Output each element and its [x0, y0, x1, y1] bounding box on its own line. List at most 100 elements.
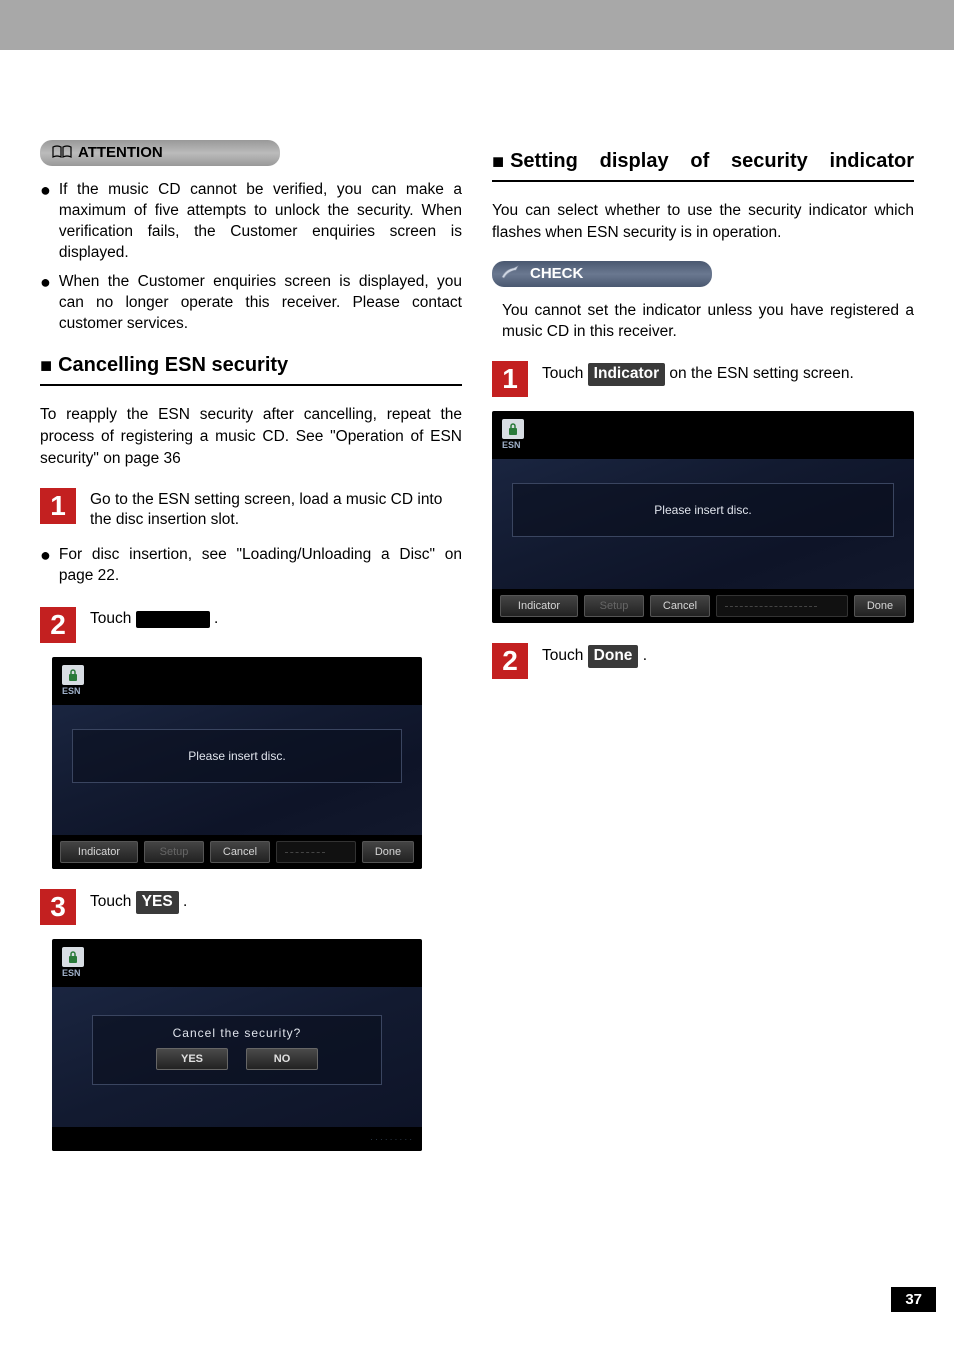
cancel-button[interactable]: Cancel [210, 841, 270, 863]
esn-icon-box: ESN [62, 947, 84, 978]
step-number-badge: 3 [40, 889, 76, 925]
check-text: You cannot set the indicator unless you … [492, 301, 914, 343]
section-title: Setting display of security indicator [510, 150, 914, 173]
check-tab: CHECK [492, 261, 712, 287]
screenshot-body: Cancel the security? YES NO [52, 987, 422, 1127]
step-text: Touch Done . [542, 643, 914, 668]
setup-button[interactable]: Setup [144, 841, 204, 863]
setup-button[interactable]: Setup [584, 595, 644, 617]
section-heading: ■ Setting display of security indicator [492, 150, 914, 182]
esn-screenshot-insert-disc: ESN Please insert disc. Indicator Setup … [492, 411, 914, 623]
step-text-prefix: Touch [542, 365, 588, 382]
square-bullet-icon: ■ [492, 150, 504, 174]
yes-button-chip: YES [136, 891, 179, 914]
attention-bullet-list: ● If the music CD cannot be verified, yo… [40, 180, 462, 334]
step-text-suffix: . [638, 647, 647, 664]
left-column: ATTENTION ● If the music CD cannot be ve… [40, 140, 462, 1171]
lock-icon [62, 947, 84, 967]
check-callout: CHECK [492, 261, 914, 287]
list-item: ● For disc insertion, see "Loading/Unloa… [40, 545, 462, 587]
bullet-dot-icon: ● [40, 272, 51, 335]
esn-screenshot-cancel-security: ESN Cancel the security? YES NO · · · · … [52, 939, 422, 1151]
attention-label: ATTENTION [78, 144, 163, 161]
dialog-box: Please insert disc. [72, 729, 402, 783]
esn-screenshot-insert-disc: ESN Please insert disc. Indicator Setup … [52, 657, 422, 869]
step1-note-list: ● For disc insertion, see "Loading/Unloa… [40, 545, 462, 587]
no-button[interactable]: NO [246, 1048, 318, 1070]
screenshot-header: ESN [492, 411, 914, 455]
dialog-text: Please insert disc. [654, 503, 751, 517]
step-2: 2 Touch Done . [492, 643, 914, 679]
indicator-button[interactable]: Indicator [500, 595, 578, 617]
attention-callout: ATTENTION [40, 140, 462, 166]
yes-button[interactable]: YES [156, 1048, 228, 1070]
bullet-text: If the music CD cannot be verified, you … [59, 180, 462, 264]
dialog-box: Please insert disc. [512, 483, 894, 537]
step-number-badge: 1 [40, 488, 76, 524]
dialog-title: Cancel the security? [93, 1026, 381, 1040]
step-2: 2 Touch . [40, 607, 462, 643]
done-button[interactable]: Done [362, 841, 414, 863]
check-label: CHECK [530, 265, 583, 282]
screenshot-footer: · · · · · · · · · [52, 1127, 422, 1151]
step-3: 3 Touch YES . [40, 889, 462, 925]
section-title-text: Setting display of security indicator [510, 150, 914, 172]
section-heading: ■ Cancelling ESN security [40, 354, 462, 386]
step-text: Go to the ESN setting screen, load a mus… [90, 488, 462, 532]
step-text: Touch . [90, 607, 462, 630]
screenshot-body: Please insert disc. [52, 705, 422, 835]
lock-icon [502, 419, 524, 439]
bullet-dot-icon: ● [40, 545, 51, 587]
step-text: Touch YES . [90, 889, 462, 914]
esn-label: ESN [62, 968, 84, 978]
screenshot-footer: Indicator Setup Cancel Done [52, 835, 422, 869]
indicator-button-chip: Indicator [588, 363, 665, 386]
step-text-suffix: . [179, 893, 188, 910]
redacted-button-chip [136, 611, 210, 628]
yes-no-row: YES NO [93, 1048, 381, 1070]
bullet-dot-icon: ● [40, 180, 51, 264]
list-item: ● When the Customer enquiries screen is … [40, 272, 462, 335]
footer-spacer [276, 841, 356, 863]
screenshot-header: ESN [52, 939, 422, 983]
screenshot-footer: Indicator Setup Cancel Done [492, 589, 914, 623]
screenshot-header: ESN [52, 657, 422, 701]
step-1: 1 Go to the ESN setting screen, load a m… [40, 488, 462, 532]
page-content: ATTENTION ● If the music CD cannot be ve… [0, 50, 954, 1211]
bullet-text: When the Customer enquiries screen is di… [59, 272, 462, 335]
esn-icon-box: ESN [502, 419, 524, 450]
lock-icon [62, 665, 84, 685]
footer-spacer [716, 595, 848, 617]
step-text-suffix: . [210, 610, 219, 627]
intro-paragraph: You can select whether to use the securi… [492, 200, 914, 243]
dialog-text: Please insert disc. [188, 749, 285, 763]
indicator-button[interactable]: Indicator [60, 841, 138, 863]
step-text-prefix: Touch [90, 893, 136, 910]
attention-tab: ATTENTION [40, 140, 280, 166]
book-icon [52, 145, 72, 164]
step-text-prefix: Touch [90, 610, 136, 627]
step-number-badge: 2 [492, 643, 528, 679]
page-number: 37 [891, 1287, 936, 1312]
screenshot-body: Please insert disc. [492, 459, 914, 589]
bullet-text: For disc insertion, see "Loading/Unloadi… [59, 545, 462, 587]
square-bullet-icon: ■ [40, 354, 52, 378]
step-text: Touch Indicator on the ESN setting scree… [542, 361, 914, 386]
section-title: Cancelling ESN security [58, 354, 462, 377]
esn-icon-box: ESN [62, 665, 84, 696]
step-text-prefix: Touch [542, 647, 588, 664]
top-banner [0, 0, 954, 50]
step-text-suffix: on the ESN setting screen. [665, 365, 854, 382]
done-button[interactable]: Done [854, 595, 906, 617]
intro-paragraph: To reapply the ESN security after cancel… [40, 404, 462, 469]
list-item: ● If the music CD cannot be verified, yo… [40, 180, 462, 264]
pen-icon [500, 265, 522, 286]
step-number-badge: 1 [492, 361, 528, 397]
done-button-chip: Done [588, 645, 639, 668]
cancel-button[interactable]: Cancel [650, 595, 710, 617]
esn-label: ESN [62, 686, 84, 696]
step-1: 1 Touch Indicator on the ESN setting scr… [492, 361, 914, 397]
step-number-badge: 2 [40, 607, 76, 643]
right-column: ■ Setting display of security indicator … [492, 140, 914, 1171]
dialog-box: Cancel the security? YES NO [92, 1015, 382, 1085]
